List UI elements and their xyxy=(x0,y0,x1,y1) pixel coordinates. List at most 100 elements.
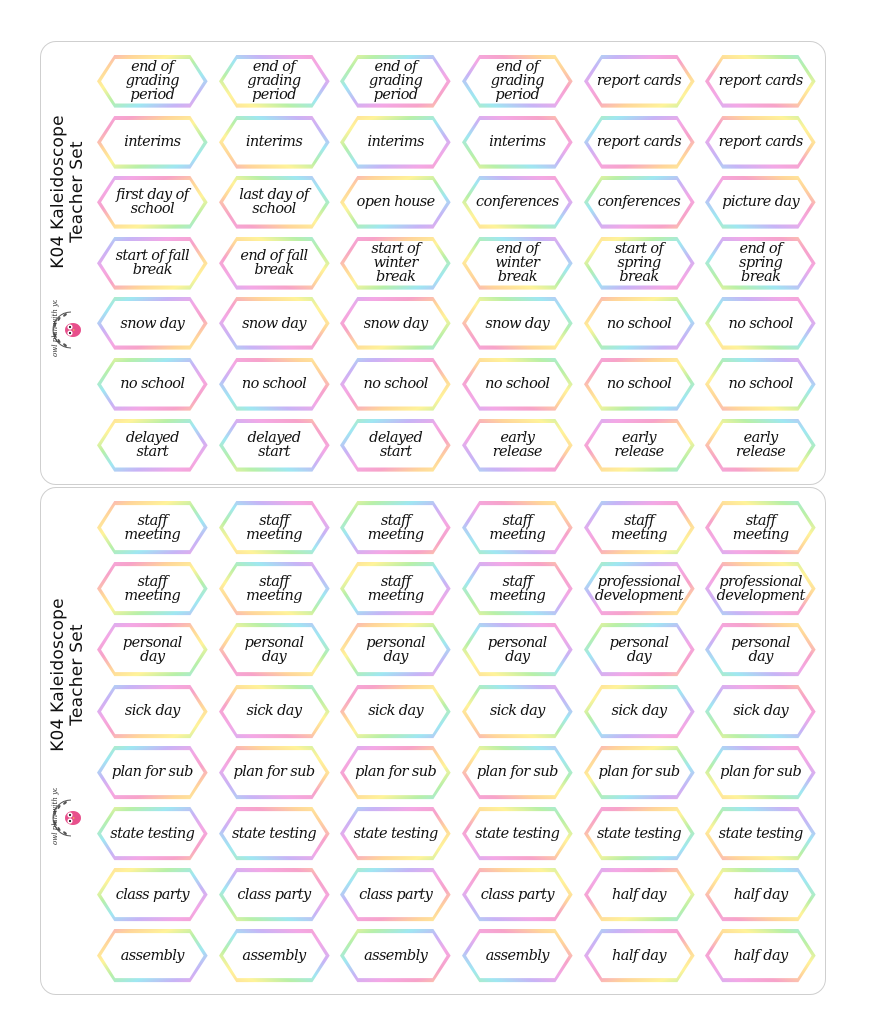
hexagon-sticker: state testing xyxy=(218,806,331,861)
rainbow-hexagon-frame-icon xyxy=(461,55,573,108)
rainbow-hexagon-frame-icon xyxy=(583,297,695,350)
rainbow-hexagon-frame-icon xyxy=(583,418,695,472)
sticker-cell: sick day xyxy=(215,682,337,743)
hexagon-sticker: snow day xyxy=(218,296,331,351)
sticker-cell: staff meeting xyxy=(701,498,823,559)
hexagon-sticker: interims xyxy=(461,115,574,170)
rainbow-hexagon-frame-icon xyxy=(583,562,695,616)
sticker-label: interims xyxy=(245,133,303,150)
sticker-cell: end of grading period xyxy=(93,52,215,113)
rainbow-hexagon-frame-icon xyxy=(461,745,573,799)
sticker-label: sick day xyxy=(611,703,668,720)
hexagon-sticker: end of fall break xyxy=(218,236,331,291)
sticker-cell: interims xyxy=(215,113,337,174)
sticker-label: end of grading period xyxy=(125,59,180,104)
sticker-label: conferences xyxy=(597,194,681,211)
sticker-cell: plan for sub xyxy=(701,743,823,804)
sticker-cell: personal day xyxy=(93,620,215,681)
sticker-cell: start of fall break xyxy=(93,234,215,295)
hexagon-sticker: half day xyxy=(583,928,696,983)
rainbow-hexagon-frame-icon xyxy=(97,501,208,555)
sticker-cell: assembly xyxy=(336,926,458,987)
hexagon-sticker: sick day xyxy=(704,684,817,739)
rainbow-hexagon-frame-icon xyxy=(218,806,330,861)
sticker-cell: personal day xyxy=(215,620,337,681)
sticker-grid: staff meeting staff meeting staff meeting s… xyxy=(93,498,823,988)
sticker-label: personal day xyxy=(122,634,182,665)
sticker-cell: professional development xyxy=(580,559,702,620)
hexagon-sticker: snow day xyxy=(96,296,209,351)
rainbow-hexagon-frame-icon xyxy=(340,176,451,229)
sticker-label: personal day xyxy=(366,634,426,665)
sticker-label: interims xyxy=(489,133,546,150)
sticker-label: sick day xyxy=(733,703,789,720)
sticker-label: staff meeting xyxy=(732,512,789,543)
rainbow-hexagon-frame-icon xyxy=(218,357,330,411)
sticker-label: snow day xyxy=(242,315,306,332)
owl-logo-svg: owl plan with you xyxy=(51,300,81,357)
hexagon-sticker: staff meeting xyxy=(218,561,331,616)
hexagon-sticker: report cards xyxy=(704,54,817,109)
rainbow-hexagon-frame-icon xyxy=(340,868,451,922)
hexagon-sticker: end of grading period xyxy=(96,54,209,109)
sheet-title: K04 Kaleidoscope Teacher Set xyxy=(48,598,87,753)
hexagon-sticker: plan for sub xyxy=(704,745,817,800)
hexagon-sticker: start of fall break xyxy=(96,236,209,291)
rainbow-hexagon-frame-icon xyxy=(340,623,451,677)
rainbow-hexagon-frame-icon xyxy=(218,684,330,738)
sticker-label: last day of school xyxy=(239,187,309,218)
hexagon-sticker: early release xyxy=(704,418,817,473)
rainbow-hexagon-frame-icon xyxy=(97,868,208,922)
rainbow-hexagon-frame-icon xyxy=(583,623,695,677)
sticker-label: delayed start xyxy=(125,429,180,460)
sticker-cell: plan for sub xyxy=(458,743,580,804)
sticker-label: plan for sub xyxy=(355,764,437,781)
rainbow-hexagon-frame-icon xyxy=(705,806,816,861)
rainbow-hexagon-frame-icon xyxy=(461,236,573,290)
rainbow-hexagon-frame-icon xyxy=(461,868,573,922)
hexagon-sticker: start of spring break xyxy=(583,236,696,291)
hexagon-sticker: personal day xyxy=(339,622,452,677)
sticker-label: picture day xyxy=(722,194,800,211)
sticker-label: class party xyxy=(359,886,433,903)
rainbow-hexagon-frame-icon xyxy=(583,115,695,169)
sticker-label: assembly xyxy=(364,947,428,964)
hexagon-sticker: no school xyxy=(339,357,452,412)
sticker-cell: state testing xyxy=(458,804,580,865)
sticker-cell: end of winter break xyxy=(458,234,580,295)
rainbow-hexagon-frame-icon xyxy=(583,501,695,555)
rainbow-hexagon-frame-icon xyxy=(218,115,330,169)
rainbow-hexagon-frame-icon xyxy=(97,929,208,983)
hexagon-sticker: no school xyxy=(704,296,817,351)
hexagon-sticker: early release xyxy=(461,418,574,473)
sticker-label: first day of school xyxy=(116,187,189,218)
sticker-cell: staff meeting xyxy=(336,498,458,559)
sticker-cell: assembly xyxy=(458,926,580,987)
rainbow-hexagon-frame-icon xyxy=(583,176,695,229)
sticker-label: half day xyxy=(733,947,789,964)
rainbow-hexagon-frame-icon xyxy=(461,418,573,472)
sticker-cell: personal day xyxy=(458,620,580,681)
sticker-label: sick day xyxy=(124,703,181,720)
rainbow-hexagon-frame-icon xyxy=(461,562,573,616)
hexagon-sticker: conferences xyxy=(583,175,696,230)
rainbow-hexagon-frame-icon xyxy=(97,115,208,169)
sticker-label: assembly xyxy=(485,947,550,964)
sticker-label: professional development xyxy=(716,573,806,604)
sticker-cell: delayed start xyxy=(336,416,458,477)
rainbow-hexagon-frame-icon xyxy=(461,501,573,555)
hexagon-sticker: personal day xyxy=(583,622,696,677)
rainbow-hexagon-frame-icon xyxy=(461,357,573,411)
sticker-cell: class party xyxy=(458,865,580,926)
rainbow-hexagon-frame-icon xyxy=(340,745,451,799)
hexagon-sticker: open house xyxy=(339,175,452,230)
hexagon-sticker: staff meeting xyxy=(218,500,331,555)
sticker-label: sick day xyxy=(489,703,546,720)
hexagon-sticker: end of grading period xyxy=(461,54,574,109)
rainbow-hexagon-frame-icon xyxy=(218,745,330,799)
sticker-cell: professional development xyxy=(701,559,823,620)
sticker-cell: plan for sub xyxy=(215,743,337,804)
rainbow-hexagon-frame-icon xyxy=(583,236,695,290)
hexagon-sticker: no school xyxy=(96,357,209,412)
hexagon-sticker: staff meeting xyxy=(461,500,574,555)
